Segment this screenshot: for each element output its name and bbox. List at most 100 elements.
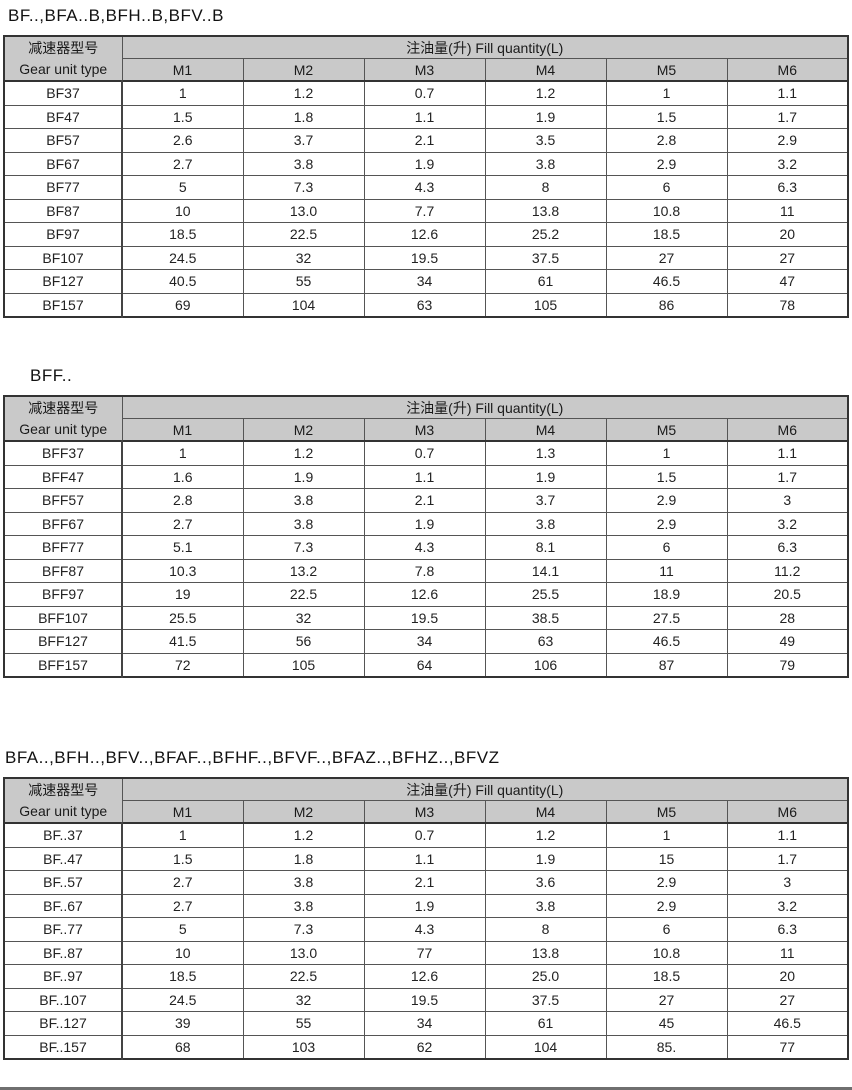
- table-body: BF37 1 1.2 0.7 1.2 1 1.1 BF47 1.5 1.8 1.1 1.9 1.5 1.7…: [3, 80, 849, 318]
- fill-quantity-cell: 1.5: [121, 104, 244, 129]
- fill-quantity-cell: 3.6: [484, 870, 607, 895]
- fill-quantity-cell: 87: [605, 652, 728, 678]
- column-header-m5: M5: [605, 418, 728, 442]
- gear-unit-model: BFF97: [3, 582, 123, 607]
- fill-quantity-cell: 12.6: [363, 582, 486, 607]
- fill-quantity-cell: 13.0: [242, 940, 365, 965]
- fill-quantity-header: 注油量(升) Fill quantity(L): [121, 35, 849, 59]
- fill-quantity-cell: 5: [121, 917, 244, 942]
- table-row: BFF157 72 105 64 106 87 79: [3, 652, 849, 678]
- fill-quantity-cell: 25.0: [484, 964, 607, 989]
- gear-unit-model: BF..127: [3, 1011, 123, 1036]
- table-row: BF..127 39 55 34 61 45 46.5: [3, 1011, 849, 1036]
- fill-quantity-cell: 20: [726, 222, 849, 247]
- column-header-m1: M1: [121, 418, 244, 442]
- fill-quantity-cell: 79: [726, 652, 849, 678]
- fill-quantity-cell: 1.1: [726, 440, 849, 466]
- fill-quantity-cell: 64: [363, 652, 486, 678]
- fill-quantity-cell: 18.5: [605, 222, 728, 247]
- fill-quantity-cell: 6.3: [726, 175, 849, 200]
- table-row: BFF47 1.6 1.9 1.1 1.9 1.5 1.7: [3, 464, 849, 489]
- fill-quantity-cell: 3.8: [242, 488, 365, 513]
- fill-quantity-cell: 41.5: [121, 629, 244, 654]
- gear-unit-type-cn: 减速器型号: [28, 39, 99, 56]
- gear-unit-model: BF57: [3, 128, 123, 153]
- gear-unit-model: BF..107: [3, 987, 123, 1012]
- fill-quantity-cell: 4.3: [363, 917, 486, 942]
- fill-quantity-cell: 1: [605, 440, 728, 466]
- table-body: BF..37 1 1.2 0.7 1.2 1 1.1 BF..47 1.5 1.8 1.1 1.9 15…: [3, 822, 849, 1060]
- fill-quantity-cell: 2.6: [121, 128, 244, 153]
- fill-quantity-cell: 1: [121, 440, 244, 466]
- fill-quantity-cell: 2.7: [121, 151, 244, 176]
- table-row: BF..57 2.7 3.8 2.1 3.6 2.9 3: [3, 870, 849, 895]
- fill-quantity-cell: 63: [363, 292, 486, 318]
- column-header-m3: M3: [363, 58, 486, 82]
- gear-unit-model: BF..37: [3, 822, 123, 848]
- fill-quantity-cell: 3.8: [242, 893, 365, 918]
- fill-quantity-cell: 18.9: [605, 582, 728, 607]
- gear-unit-model: BF107: [3, 245, 123, 270]
- gear-unit-model: BF..77: [3, 917, 123, 942]
- fill-quantity-cell: 1.9: [484, 104, 607, 129]
- fill-quantity-cell: 19.5: [363, 245, 486, 270]
- table-row: BF67 2.7 3.8 1.9 3.8 2.9 3.2: [3, 151, 849, 176]
- gear-unit-model: BF..157: [3, 1034, 123, 1060]
- gear-unit-type-en: Gear unit type: [19, 802, 108, 819]
- fill-quantity-cell: 18.5: [121, 964, 244, 989]
- column-header-m2: M2: [242, 800, 365, 824]
- table-row: BFF37 1 1.2 0.7 1.3 1 1.1: [3, 440, 849, 466]
- fill-quantity-cell: 7.8: [363, 558, 486, 583]
- table-row: BF..37 1 1.2 0.7 1.2 1 1.1: [3, 822, 849, 848]
- table-row: BF..157 68 103 62 104 85. 77: [3, 1034, 849, 1060]
- fill-quantity-cell: 45: [605, 1011, 728, 1036]
- table-row: BFF87 10.3 13.2 7.8 14.1 11 11.2: [3, 558, 849, 583]
- fill-quantity-cell: 2.9: [605, 870, 728, 895]
- fill-quantity-table-bff: 减速器型号 Gear unit type 注油量(升) Fill quantit…: [3, 395, 850, 678]
- fill-quantity-cell: 1.2: [242, 80, 365, 106]
- column-header-m6: M6: [726, 800, 849, 824]
- fill-quantity-cell: 2.1: [363, 488, 486, 513]
- fill-quantity-cell: 1.5: [121, 846, 244, 871]
- fill-quantity-cell: 1: [121, 80, 244, 106]
- fill-quantity-cell: 15: [605, 846, 728, 871]
- fill-quantity-cell: 6.3: [726, 917, 849, 942]
- fill-quantity-cell: 56: [242, 629, 365, 654]
- fill-quantity-cell: 49: [726, 629, 849, 654]
- gear-unit-type-cn: 减速器型号: [28, 781, 99, 798]
- fill-quantity-cell: 8.1: [484, 535, 607, 560]
- fill-quantity-cell: 1.1: [363, 104, 486, 129]
- fill-quantity-cell: 39: [121, 1011, 244, 1036]
- table-row: BFF97 19 22.5 12.6 25.5 18.9 20.5: [3, 582, 849, 607]
- gear-unit-type-header: 减速器型号 Gear unit type: [3, 35, 123, 82]
- fill-quantity-cell: 3.8: [242, 151, 365, 176]
- fill-quantity-cell: 7.3: [242, 917, 365, 942]
- fill-quantity-cell: 2.1: [363, 870, 486, 895]
- column-header-m3: M3: [363, 418, 486, 442]
- fill-quantity-cell: 1.2: [484, 822, 607, 848]
- fill-quantity-cell: 78: [726, 292, 849, 318]
- fill-quantity-cell: 11: [605, 558, 728, 583]
- fill-quantity-cell: 55: [242, 1011, 365, 1036]
- column-header-m6: M6: [726, 418, 849, 442]
- fill-quantity-cell: 20.5: [726, 582, 849, 607]
- table-row: BF97 18.5 22.5 12.6 25.2 18.5 20: [3, 222, 849, 247]
- table-row: BF107 24.5 32 19.5 37.5 27 27: [3, 245, 849, 270]
- fill-quantity-cell: 38.5: [484, 605, 607, 630]
- fill-quantity-cell: 22.5: [242, 964, 365, 989]
- fill-quantity-cell: 1.9: [484, 846, 607, 871]
- fill-quantity-cell: 8: [484, 917, 607, 942]
- fill-quantity-cell: 8: [484, 175, 607, 200]
- column-header-m5: M5: [605, 800, 728, 824]
- gear-unit-model: BF..87: [3, 940, 123, 965]
- gear-unit-model: BF..47: [3, 846, 123, 871]
- fill-quantity-cell: 18.5: [121, 222, 244, 247]
- fill-quantity-cell: 5: [121, 175, 244, 200]
- fill-quantity-cell: 27: [726, 987, 849, 1012]
- gear-unit-model: BFF37: [3, 440, 123, 466]
- fill-quantity-cell: 2.9: [605, 893, 728, 918]
- fill-quantity-cell: 27: [605, 245, 728, 270]
- fill-quantity-cell: 22.5: [242, 582, 365, 607]
- fill-quantity-cell: 13.2: [242, 558, 365, 583]
- column-header-m2: M2: [242, 58, 365, 82]
